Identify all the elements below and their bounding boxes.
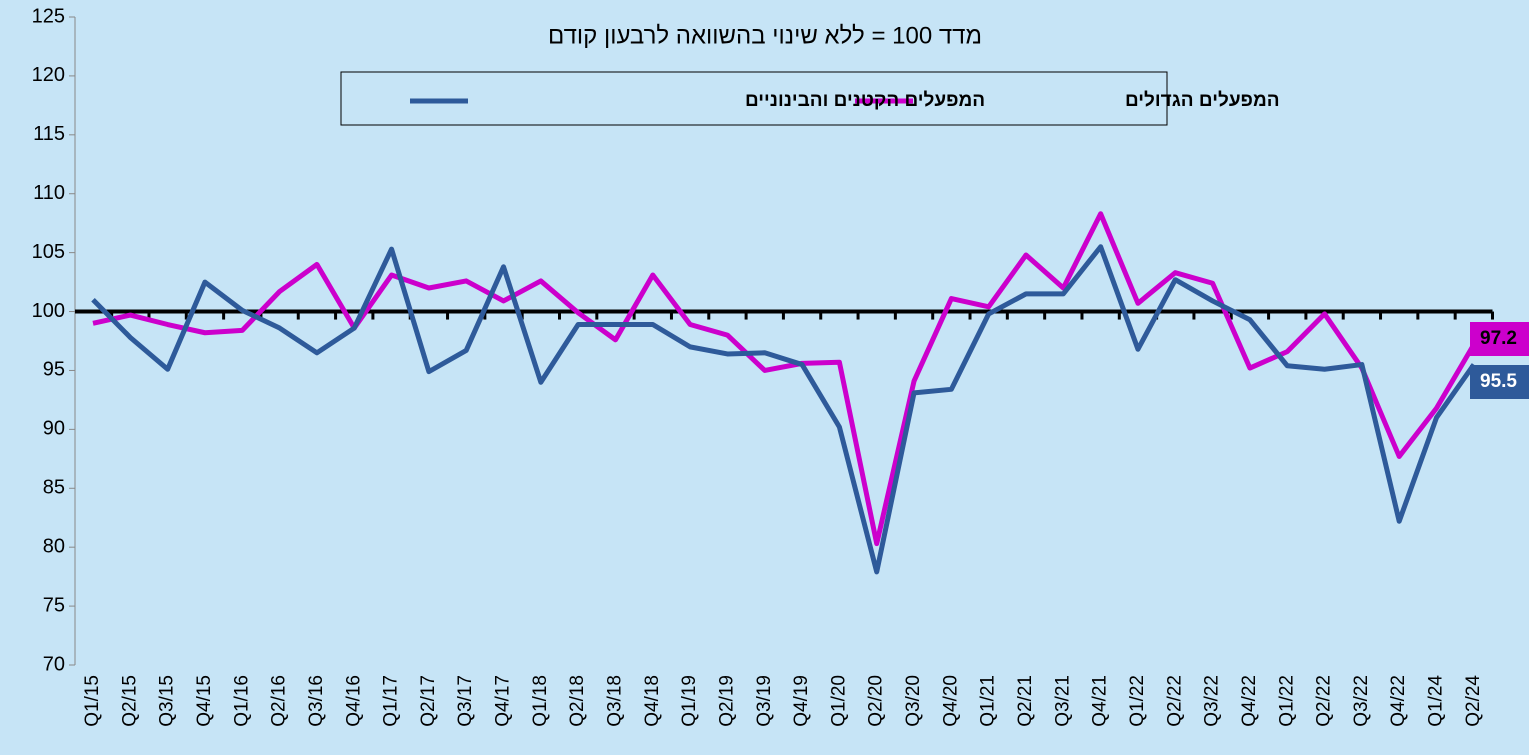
y-tick-label: 95 (43, 359, 65, 381)
x-tick-label: Q1/15 (82, 675, 103, 727)
y-tick-label: 105 (32, 241, 65, 263)
x-tick-label: Q3/16 (306, 675, 327, 727)
x-tick-label: Q2/21 (1015, 675, 1036, 727)
legend-label: המפעלים הקטנים והבינוניים (745, 90, 985, 111)
x-tick-label: Q4/22 (1239, 675, 1260, 727)
chart-subtitle: מדד 100 = ללא שינוי בהשוואה לרבעון קודם (548, 22, 982, 49)
series-line (91, 244, 1476, 575)
x-tick-label: Q4/18 (642, 675, 663, 727)
y-tick-label: 120 (32, 64, 65, 86)
x-tick-label: Q2/15 (119, 675, 140, 727)
x-tick-label: Q2/22 (1164, 675, 1185, 727)
x-tick-label: Q3/15 (157, 675, 178, 727)
x-tick-label: Q2/17 (418, 675, 439, 727)
y-tick-label: 110 (33, 182, 65, 204)
x-tick-label: Q2/20 (866, 675, 887, 727)
x-tick-label: Q4/17 (493, 675, 514, 727)
series-line (92, 211, 1476, 547)
x-tick-label: Q1/21 (978, 675, 999, 727)
x-tick-label: Q3/19 (754, 675, 775, 727)
x-tick-label: Q2/22 (1314, 675, 1335, 727)
x-tick-label: Q1/17 (381, 675, 402, 727)
legend-box (340, 71, 1168, 126)
y-tick-label: 85 (43, 477, 65, 499)
x-tick-label: Q3/22 (1202, 675, 1223, 727)
x-tick-label: Q2/19 (716, 675, 737, 727)
x-tick-label: Q2/24 (1463, 675, 1484, 727)
data-label: 95.5 (1480, 371, 1517, 392)
x-tick-label: Q3/18 (604, 675, 625, 727)
y-tick-label: 90 (43, 418, 65, 440)
data-label: 97.2 (1480, 328, 1517, 349)
legend-label: המפעלים הגדולים (1125, 90, 1280, 111)
x-tick-label: Q2/16 (269, 675, 290, 727)
data-label-box (1470, 365, 1529, 399)
y-tick-label: 100 (32, 300, 65, 322)
y-tick-label: 125 (32, 5, 65, 27)
x-tick-label: Q1/16 (231, 675, 252, 727)
x-tick-label: Q4/19 (791, 675, 812, 727)
x-tick-label: Q1/22 (1276, 675, 1297, 727)
data-label-box (1470, 322, 1529, 356)
y-tick-label: 70 (43, 653, 65, 675)
x-tick-label: Q4/21 (1090, 675, 1111, 727)
y-tick-label: 80 (43, 535, 65, 557)
x-tick-label: Q3/20 (903, 675, 924, 727)
x-tick-label: Q4/16 (343, 675, 364, 727)
x-tick-label: Q1/22 (1127, 675, 1148, 727)
y-tick-label: 115 (33, 123, 65, 145)
x-tick-label: Q1/19 (679, 675, 700, 727)
x-tick-label: Q4/22 (1388, 675, 1409, 727)
y-tick-label: 75 (43, 594, 65, 616)
x-tick-label: Q1/20 (828, 675, 849, 727)
x-tick-label: Q3/21 (1052, 675, 1073, 727)
x-tick-label: Q2/18 (567, 675, 588, 727)
x-tick-label: Q1/18 (530, 675, 551, 727)
x-tick-label: Q3/22 (1351, 675, 1372, 727)
x-tick-label: Q1/24 (1426, 675, 1447, 727)
x-tick-label: Q4/15 (194, 675, 215, 727)
x-tick-label: Q4/20 (940, 675, 961, 727)
x-tick-label: Q3/17 (455, 675, 476, 727)
